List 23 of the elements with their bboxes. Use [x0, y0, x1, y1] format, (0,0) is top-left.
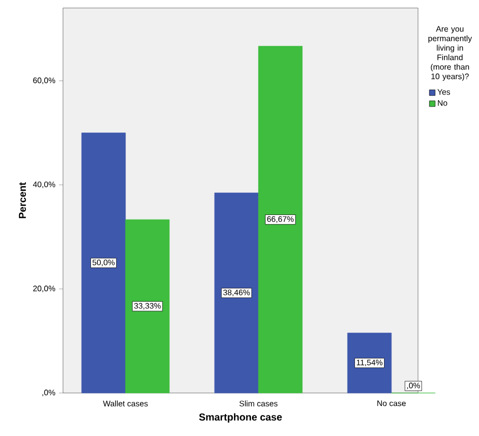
bar	[347, 332, 392, 394]
x-axis-title: Smartphone case	[199, 413, 282, 423]
data-label: 50,0%	[92, 260, 115, 266]
legend-label: Yes	[437, 89, 450, 95]
x-tick-label: No case	[377, 400, 406, 406]
data-label: 11,54%	[356, 360, 382, 366]
data-label: ,0%	[407, 382, 420, 390]
y-axis-title: Percent	[18, 182, 26, 218]
bar	[258, 46, 303, 394]
x-tick-label: Wallet cases	[103, 400, 148, 406]
bar	[81, 132, 126, 394]
y-tick-label: ,0%	[42, 390, 56, 396]
legend-title: Are you permanently living in Finland (more than 10 years)?	[428, 26, 472, 81]
x-tick-label: Slim cases	[239, 400, 278, 406]
y-tick-label: 40,0%	[32, 182, 56, 188]
y-tick-label: 20,0%	[33, 286, 56, 292]
legend-label: No	[438, 100, 448, 106]
data-label: 66,67%	[267, 216, 294, 223]
data-label: 38,46%	[223, 290, 250, 296]
data-label: 33,33%	[134, 302, 161, 310]
bar	[214, 192, 259, 394]
bar	[125, 219, 170, 394]
y-tick-label: 60,0%	[33, 78, 56, 84]
